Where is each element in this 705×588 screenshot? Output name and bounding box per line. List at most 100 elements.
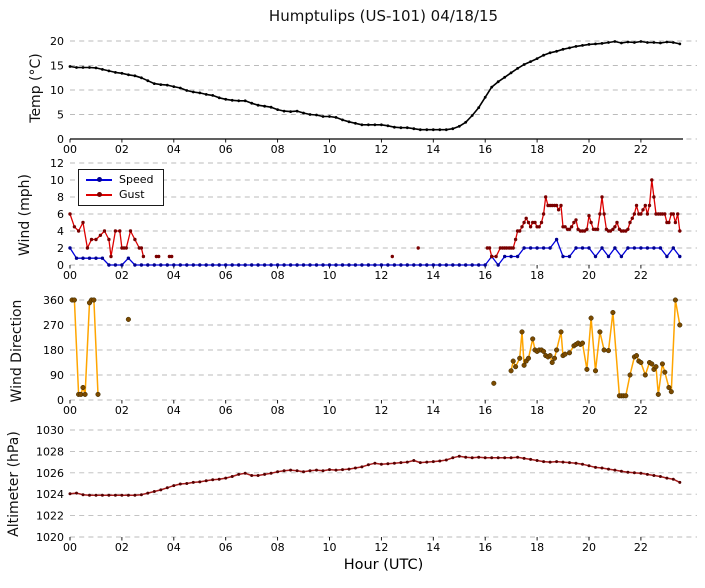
direction-marker [547,353,553,359]
temperature-x-tick-label: 08 [271,143,285,156]
speed-marker [470,263,474,267]
temperature-marker [126,73,130,77]
speed-marker [217,263,221,267]
altimeter-marker [217,477,221,481]
altimeter-marker [347,467,351,471]
gust-marker [505,246,509,250]
speed-marker [451,263,455,267]
gust-marker [589,220,593,225]
gust-marker [102,229,107,233]
gust-marker [676,212,680,216]
speed-marker [204,263,208,267]
altimeter-x-tick-label: 14 [426,541,440,554]
temperature-marker [198,91,202,95]
wind_direction-x-tick-label: 08 [271,404,285,417]
temperature-marker [276,108,279,111]
altimeter-marker [581,462,584,466]
wind-y-tick-label: 4 [57,225,64,238]
gust-marker [81,220,85,225]
direction-marker [579,340,586,346]
legend-label-speed: Speed [119,173,154,186]
wind_direction-x-tick-label: 00 [63,404,77,417]
direction-marker [541,348,547,354]
temperature-marker [75,66,78,69]
temperature-x-tick-label: 12 [374,143,388,156]
temperature-marker [308,113,312,116]
altimeter-x-tick-label: 06 [219,541,233,554]
gust-marker [109,254,113,259]
wind-x-tick-label: 00 [63,269,77,282]
speed-marker [81,256,85,260]
gust-marker [595,227,600,231]
gust-marker [139,246,144,250]
speed-marker [438,263,442,267]
temperature-marker [367,123,370,127]
gust-marker [85,246,90,250]
altimeter-marker [632,471,636,475]
speed-marker [399,263,403,267]
direction-marker [642,372,648,378]
gust-marker [652,195,656,199]
direction-marker [549,359,555,366]
direction-marker [649,361,655,367]
altimeter-marker [172,484,176,488]
altimeter-marker [328,468,331,472]
temperature-y-tick-label: 20 [50,35,64,48]
gust-marker [494,254,498,259]
direction-marker [95,391,101,397]
temperature-marker [509,71,513,75]
wind-x-tick-label: 16 [478,269,492,282]
altimeter-marker [120,493,124,497]
temperature-marker [101,68,104,71]
direction-marker [662,369,668,375]
direction-marker [592,368,599,374]
gust-marker [539,220,544,225]
direction-marker [491,380,497,386]
temperature-y-tick-label: 10 [50,84,64,97]
legend-item-speed: Speed [86,173,153,186]
temperature-marker [133,74,137,78]
speed-marker [528,246,533,250]
speed-marker [327,263,332,267]
temperature-marker [380,123,383,127]
temperature-marker [646,41,649,44]
altimeter-marker [139,493,143,497]
speed-marker [288,263,293,267]
altimeter-marker [165,486,169,490]
direction-marker [508,368,514,374]
direction-marker [610,309,616,316]
direction-marker [517,355,523,361]
wind-x-tick-label: 18 [530,269,544,282]
direction-marker [513,364,519,370]
altimeter-marker [256,474,260,477]
altimeter-marker [360,465,364,469]
gust-marker [567,227,572,231]
gust-marker [574,218,578,222]
temperature-marker [302,111,305,115]
altimeter-marker [594,465,597,469]
speed-marker [94,256,98,260]
altimeter-marker [555,460,559,464]
speed-marker [483,263,487,267]
speed-marker [418,263,422,267]
direction-marker [519,329,525,335]
direction-marker [78,391,84,397]
gust-marker [518,229,522,233]
direction-marker [80,384,86,391]
altimeter-marker [665,476,669,480]
gust-marker [157,254,161,259]
altimeter-marker [295,469,299,473]
gust-marker [585,227,589,231]
temperature-marker [516,67,519,70]
temperature-marker [665,40,669,44]
gust-marker [602,212,606,216]
gust-marker [663,212,667,216]
speed-marker [613,246,617,250]
speed-marker [269,263,273,267]
direction-marker [71,297,77,303]
temperature-marker [140,76,143,80]
wind_direction-x-tick-label: 12 [374,404,388,417]
gust-marker [645,212,650,216]
speed-marker [561,254,565,259]
